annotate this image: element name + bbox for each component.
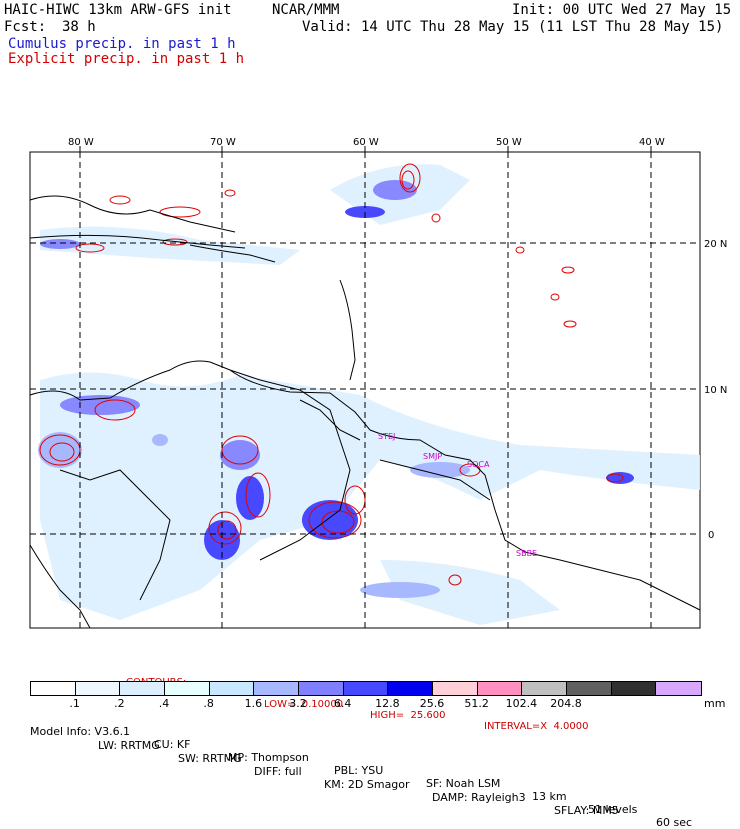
colorbar-segment: [164, 682, 210, 695]
colorbar-tick-label: 204.8: [550, 697, 582, 710]
colorbar-unit: mm: [704, 697, 726, 710]
coastlines: [29, 195, 701, 629]
colorbar: [30, 681, 702, 696]
colorbar-tick-label: 1.6: [244, 697, 263, 710]
top-ticks: [79, 146, 652, 152]
colorbar-tick-label: 6.4: [333, 697, 352, 710]
colorbar-segment: [477, 682, 523, 695]
colorbar-tick-label: 102.4: [505, 697, 538, 710]
contours-low: LOW= 0.10000: [264, 699, 344, 710]
lon-label-80w: 80 W: [68, 137, 94, 148]
colorbar-tick-label: 12.8: [375, 697, 400, 710]
station-soca: SOCA: [467, 460, 490, 469]
station-sbbe: SBBE: [516, 549, 537, 558]
colorbar-segment: [254, 682, 299, 695]
colorbar-tick-label: .1: [69, 697, 80, 710]
colorbar-tick-label: .2: [114, 697, 125, 710]
station-stej: STEJ: [378, 432, 395, 441]
contours-interval: INTERVAL=X 4.0000: [484, 721, 589, 732]
explicit-precip-contours: [39, 163, 624, 586]
model-title: HAIC-HIWC 13km ARW-GFS init: [4, 2, 232, 18]
lat-label-10n: 10 N: [704, 385, 727, 396]
colorbar-segment: [343, 682, 389, 695]
legend-explicit: Explicit precip. in past 1 h: [8, 51, 245, 67]
colorbar-segment: [611, 682, 657, 695]
lon-label-40w: 40 W: [639, 137, 665, 148]
colorbar-segment: [120, 682, 165, 695]
colorbar-segment: [388, 682, 433, 695]
colorbar-segment: [522, 682, 567, 695]
sw-scheme: SW: RRTMG: [178, 752, 242, 765]
forecast-hour: 38 h: [62, 19, 96, 35]
sflay-scheme: SFLAY: MM5: [554, 804, 619, 817]
lon-label-50w: 50 W: [496, 137, 522, 148]
km-option: KM: 2D Smagor: [324, 778, 410, 791]
forecast-label: Fcst:: [4, 19, 47, 35]
legend-cumulus: Cumulus precip. in past 1 h: [8, 36, 236, 52]
lon-label-70w: 70 W: [210, 137, 236, 148]
lat-label-20n: 20 N: [704, 239, 727, 250]
damp-option: DAMP: Rayleigh3: [432, 791, 526, 804]
time-step: 60 sec: [656, 816, 693, 829]
model-version: Model Info: V3.6.1: [30, 725, 131, 738]
colorbar-tick-label: 3.2: [289, 697, 307, 710]
colorbar-tick-label: .4: [158, 697, 170, 710]
org-label: NCAR/MMM: [272, 2, 340, 18]
contours-high: HIGH= 25.600: [370, 710, 446, 721]
colorbar-segment: [432, 682, 478, 695]
colorbar-tick-label: .8: [203, 697, 214, 710]
lat-label-0: 0: [708, 530, 714, 541]
diff-option: DIFF: full: [254, 765, 302, 778]
colorbar-segment: [31, 682, 76, 695]
colorbar-segment: [75, 682, 121, 695]
lon-label-60w: 60 W: [353, 137, 379, 148]
colorbar-segment: [656, 682, 701, 695]
colorbar-segment: [298, 682, 344, 695]
colorbar-segment: [209, 682, 255, 695]
light-precip-areas: [40, 164, 700, 625]
init-time: Init: 00 UTC Wed 27 May 15: [512, 2, 732, 18]
station-smjp: SMJP: [423, 452, 442, 461]
colorbar-tick-label: 51.2: [464, 697, 489, 710]
valid-time: Valid: 14 UTC Thu 28 May 15 (11 LST Thu …: [302, 19, 724, 35]
colorbar-segment: [566, 682, 612, 695]
precip-map: 80 W 70 W 60 W 50 W 40 W 20 N 10 N 0 STE…: [29, 137, 727, 629]
lw-scheme: LW: RRTMG: [98, 739, 160, 752]
graticule: [30, 152, 700, 628]
colorbar-tick-label: 25.6: [419, 697, 445, 710]
